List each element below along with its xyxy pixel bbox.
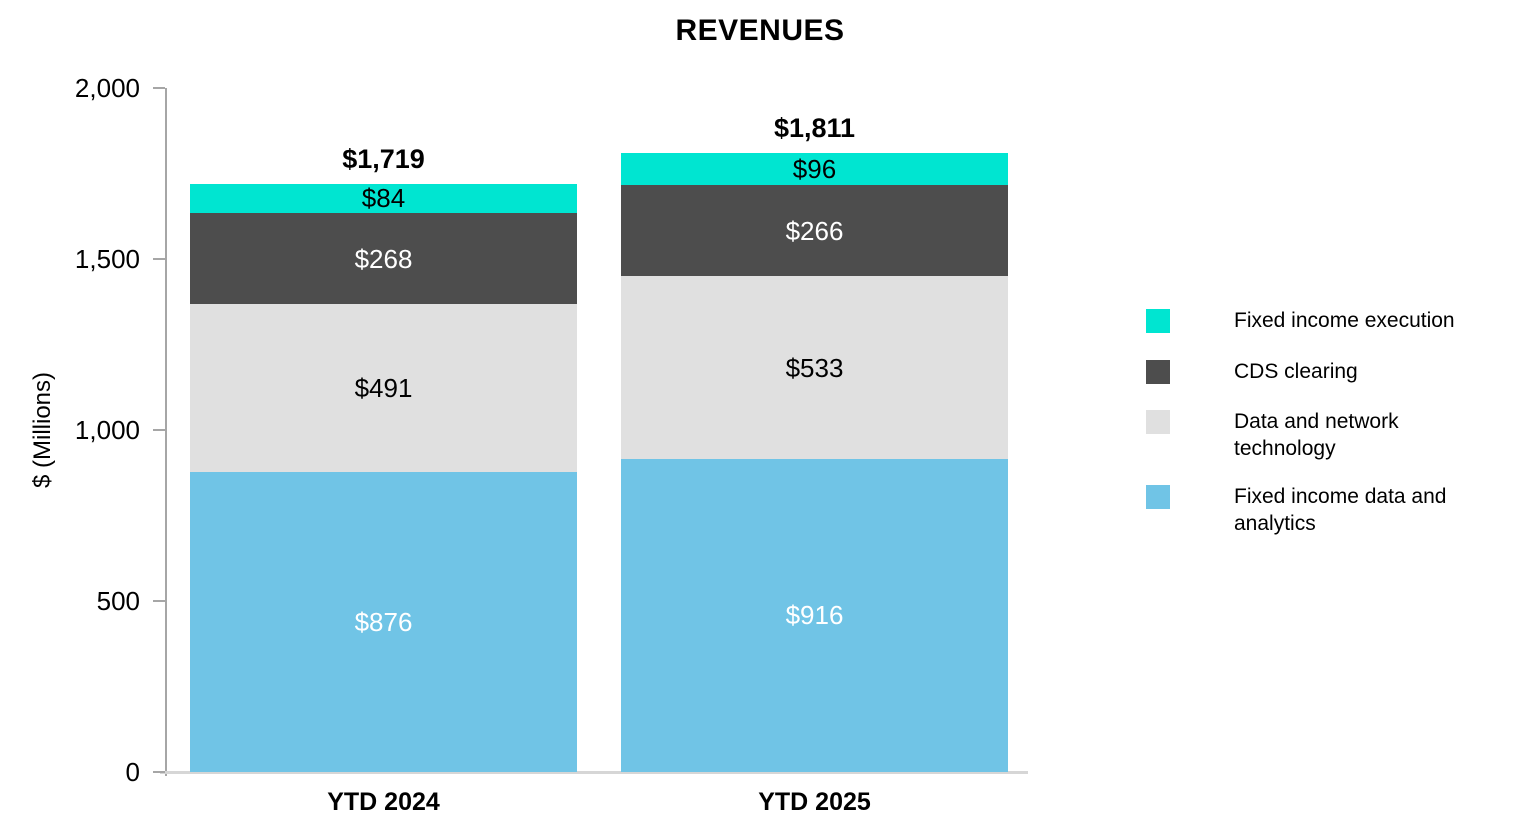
legend-item-3: Fixed income data and analytics [1146, 485, 1474, 537]
bar-segment-value-label: $84 [361, 183, 406, 214]
bar-segment-value-label: $491 [354, 373, 413, 404]
bar-segment-value-label: $268 [354, 243, 413, 274]
legend-item-2: Data and network technology [1146, 410, 1474, 462]
bar-segment-0-3: $84 [190, 184, 577, 213]
y-tick-label-2: 1,000 [74, 415, 140, 445]
bar-segment-0-2: $268 [190, 212, 577, 305]
y-tick-mark-3 [153, 258, 165, 260]
bar-total-label-1: $1,811 [773, 112, 856, 143]
bar-segment-value-label: $876 [354, 607, 413, 638]
bar-segment-1-2: $266 [621, 185, 1008, 277]
legend-label-3: Fixed income data and analytics [1234, 485, 1447, 535]
legend-swatch-1 [1146, 360, 1170, 384]
x-axis-baseline [160, 771, 1028, 774]
y-tick-mark-2 [153, 429, 165, 431]
bar-segment-value-label: $916 [785, 600, 844, 631]
x-category-label-1: YTD 2025 [758, 788, 871, 816]
y-tick-label-0: 0 [125, 757, 140, 787]
bar-segment-value-label: $533 [785, 352, 844, 383]
bar-segment-value-label: $266 [785, 215, 844, 246]
y-tick-mark-0 [153, 771, 165, 773]
x-category-label-0: YTD 2024 [327, 788, 440, 816]
bar-segment-value-label: $96 [792, 154, 837, 185]
bar-segment-0-0: $876 [190, 472, 577, 772]
y-tick-label-3: 1,500 [74, 244, 140, 274]
chart-title: REVENUES [675, 14, 845, 47]
bar-total-label-0: $1,719 [342, 144, 425, 175]
legend-label-0: Fixed income execution [1234, 309, 1455, 332]
bar-segment-1-0: $916 [621, 458, 1008, 772]
legend-label-1: CDS clearing [1234, 360, 1358, 383]
legend-swatch-2 [1146, 410, 1170, 434]
legend-item-0: Fixed income execution [1146, 309, 1474, 334]
bar-segment-1-1: $533 [621, 276, 1008, 459]
y-tick-label-4: 2,000 [74, 73, 140, 103]
y-tick-label-1: 500 [96, 586, 140, 616]
bar-segment-0-1: $491 [190, 304, 577, 473]
y-tick-mark-4 [153, 87, 165, 89]
legend-item-1: CDS clearing [1146, 360, 1474, 385]
legend-swatch-0 [1146, 309, 1170, 333]
legend-swatch-3 [1146, 485, 1170, 509]
y-tick-mark-1 [153, 600, 165, 602]
legend-label-2: Data and network technology [1234, 410, 1399, 460]
bar-segment-1-3: $96 [621, 152, 1008, 186]
y-axis-line [165, 88, 167, 776]
